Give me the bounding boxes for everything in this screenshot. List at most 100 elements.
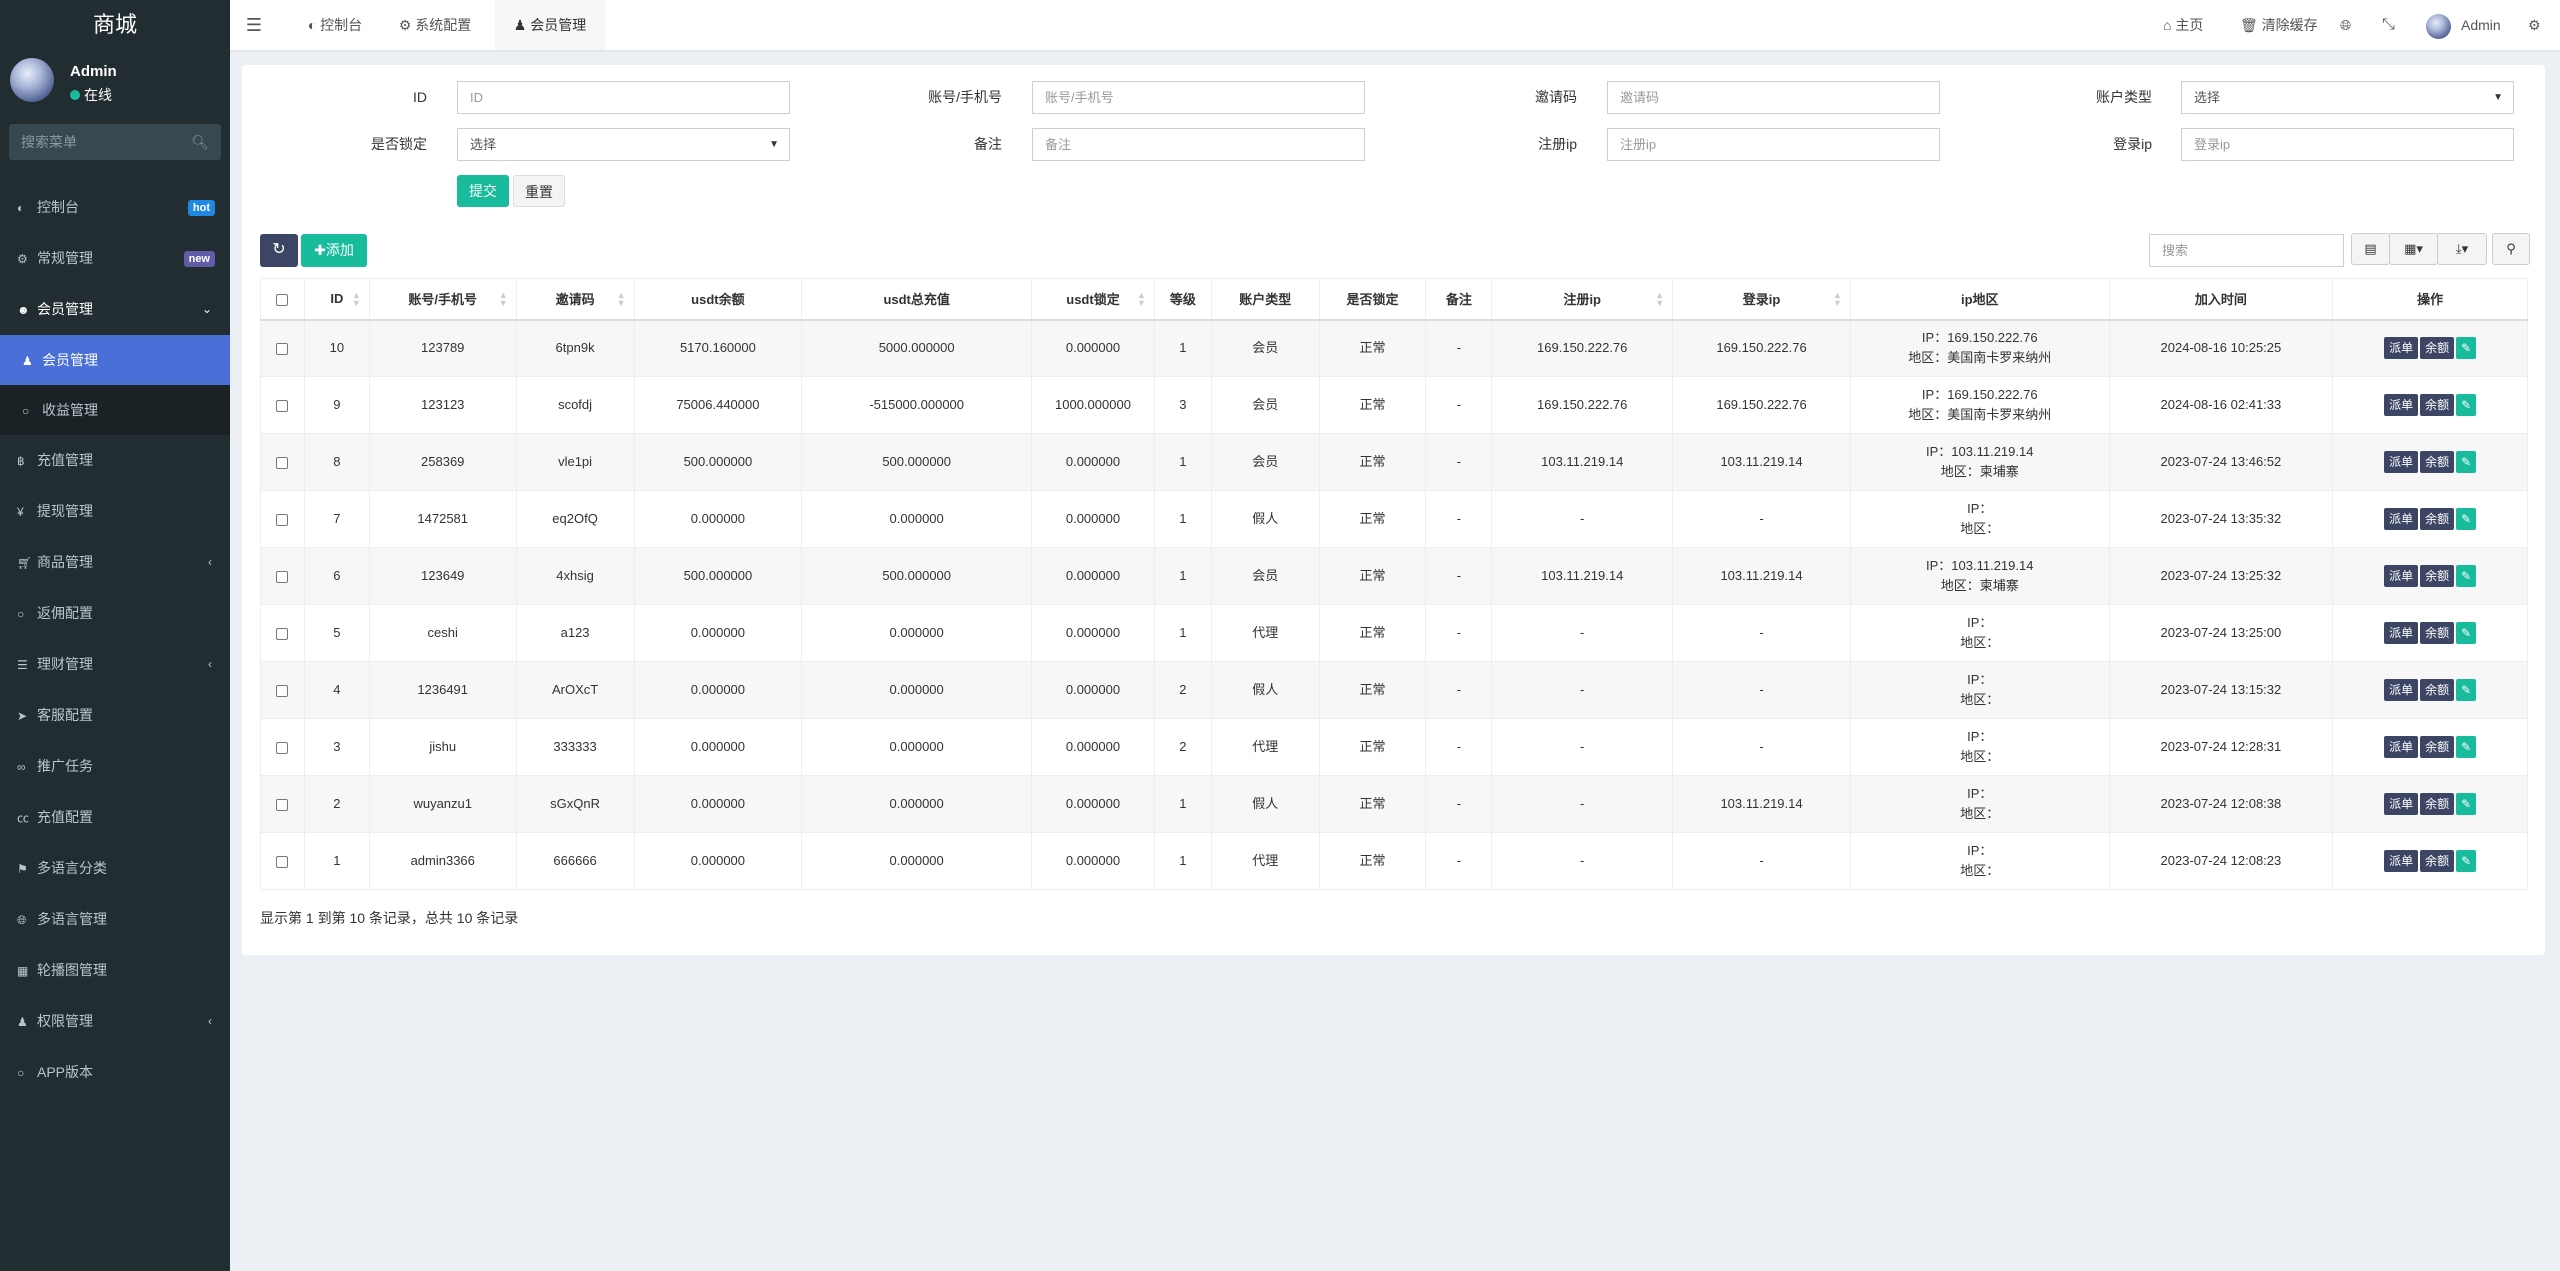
sidebar-item-7[interactable]: ☰ 理财管理 ‹ [0, 639, 230, 690]
sidebar-item-0[interactable]: ◐ 控制台 hot [0, 182, 230, 233]
sidebar-item-6[interactable]: ○ 返佣配置 [0, 588, 230, 639]
language-icon[interactable]: 🌐︎ [2340, 17, 2352, 33]
fullscreen-icon[interactable]: ⤡ [2382, 16, 2395, 33]
sidebar-item-9[interactable]: ∞ 推广任务 [0, 741, 230, 792]
row-checkbox[interactable] [260, 832, 305, 890]
sort-icon[interactable]: ▲ ▼ [1655, 290, 1665, 308]
home-link[interactable]: ⌂ 主页 [2163, 17, 2204, 33]
row-checkbox[interactable] [260, 319, 305, 377]
export-button[interactable]: ⤓▾ [2437, 233, 2487, 265]
row-checkbox[interactable] [260, 547, 305, 605]
row-checkbox[interactable] [260, 490, 305, 548]
balance-button[interactable]: 余额 [2420, 508, 2455, 530]
row-checkbox[interactable] [260, 775, 305, 833]
toggle-view-button[interactable]: ▤ [2351, 233, 2390, 265]
filter-login-ip-input[interactable]: 登录ip [2181, 128, 2514, 161]
filter-invite-input[interactable]: 邀请码 [1607, 81, 1940, 114]
tab-dashboard[interactable]: ◐ 控制台 [307, 17, 363, 33]
sidebar-item-8[interactable]: ➤ 客服配置 [0, 690, 230, 741]
row-checkbox[interactable] [260, 718, 305, 776]
reset-button[interactable]: 重置 [513, 175, 565, 207]
settings-icon[interactable]: ⚙ [2528, 17, 2541, 33]
row-checkbox[interactable] [260, 661, 305, 719]
edit-button[interactable]: ✎ [2456, 622, 2477, 644]
column-header[interactable]: 账号/手机号 ▲ ▼ [368, 278, 517, 321]
filter-account-input[interactable]: 账号/手机号 [1032, 81, 1365, 114]
sort-icon[interactable]: ▲ ▼ [1137, 290, 1146, 308]
filter-id-input[interactable]: ID [457, 81, 790, 114]
balance-button[interactable]: 余额 [2420, 850, 2455, 872]
balance-button[interactable]: 余额 [2420, 565, 2455, 587]
logo[interactable]: 商城 [92, 12, 137, 37]
sidebar-subitem-1[interactable]: ○ 收益管理 [0, 385, 230, 435]
edit-button[interactable]: ✎ [2456, 850, 2477, 872]
column-header[interactable]: 登录ip ▲ ▼ [1672, 278, 1851, 321]
sidebar-item-5[interactable]: 🛒︎ 商品管理 ‹ [0, 537, 230, 588]
column-header[interactable]: ID ▲ ▼ [303, 278, 370, 321]
row-checkbox[interactable] [260, 604, 305, 662]
filter-type-select[interactable]: 选择 ▼ [2181, 81, 2514, 114]
edit-button[interactable]: ✎ [2456, 736, 2477, 758]
sort-icon[interactable]: ▲ ▼ [616, 290, 626, 308]
filter-remark-input[interactable]: 备注 [1032, 128, 1365, 161]
sidebar-item-1[interactable]: ⚙ 常规管理 new [0, 233, 230, 284]
edit-button[interactable]: ✎ [2456, 679, 2477, 701]
dispatch-button[interactable]: 派单 [2384, 793, 2419, 815]
sidebar-subitem-0[interactable]: ♟ 会员管理 [0, 335, 230, 385]
dispatch-button[interactable]: 派单 [2384, 394, 2419, 416]
sidebar-item-2[interactable]: ☻ 会员管理 ⌄ [0, 284, 230, 335]
sidebar-item-12[interactable]: 🌐︎ 多语言管理 [0, 894, 230, 945]
select-all-checkbox[interactable] [260, 278, 305, 321]
sidebar-item-13[interactable]: ▦ 轮播图管理 [0, 945, 230, 996]
sidebar-item-15[interactable]: ○ APP版本 [0, 1047, 230, 1098]
search-icon[interactable]: 🔍︎ [191, 134, 209, 150]
columns-button[interactable]: ▦▾ [2389, 233, 2438, 265]
sort-icon[interactable]: ▲ ▼ [351, 290, 361, 308]
edit-button[interactable]: ✎ [2456, 565, 2477, 587]
sort-icon[interactable]: ▲ ▼ [1833, 290, 1842, 308]
dispatch-button[interactable]: 派单 [2384, 565, 2419, 587]
edit-button[interactable]: ✎ [2456, 394, 2477, 416]
submit-button[interactable]: 提交 [457, 175, 509, 207]
table-search-input[interactable]: 搜索 [2149, 234, 2344, 267]
balance-button[interactable]: 余额 [2420, 394, 2455, 416]
advanced-search-button[interactable]: ⚲ [2492, 233, 2530, 265]
tab-member-management[interactable]: ♟ 会员管理 [495, 0, 605, 50]
dispatch-button[interactable]: 派单 [2384, 850, 2419, 872]
sidebar-item-4[interactable]: ¥ 提现管理 [0, 486, 230, 537]
balance-button[interactable]: 余额 [2420, 793, 2455, 815]
edit-button[interactable]: ✎ [2456, 508, 2477, 530]
balance-button[interactable]: 余额 [2420, 679, 2455, 701]
sidebar-item-14[interactable]: ♟ 权限管理 ‹ [0, 996, 230, 1047]
balance-button[interactable]: 余额 [2420, 337, 2455, 360]
dispatch-button[interactable]: 派单 [2384, 622, 2419, 644]
add-button[interactable]: ✚添加 [301, 234, 367, 267]
dispatch-button[interactable]: 派单 [2384, 451, 2419, 473]
edit-button[interactable]: ✎ [2456, 337, 2477, 360]
balance-button[interactable]: 余额 [2420, 451, 2455, 473]
dispatch-button[interactable]: 派单 [2384, 508, 2419, 530]
column-header[interactable]: 注册ip ▲ ▼ [1491, 278, 1674, 321]
sidebar-item-3[interactable]: ฿充值管理 [0, 435, 230, 486]
clear-cache-button[interactable]: 🗑︎ 清除缓存 [2240, 17, 2318, 33]
refresh-button[interactable]: ↻ [260, 234, 298, 267]
user-menu[interactable]: Admin [2426, 0, 2501, 50]
column-header[interactable]: 邀请码 ▲ ▼ [515, 278, 635, 321]
row-checkbox[interactable] [260, 376, 305, 434]
balance-button[interactable]: 余额 [2420, 736, 2455, 758]
row-checkbox[interactable] [260, 433, 305, 491]
menu-search-input[interactable]: 搜索菜单 🔍︎ [9, 124, 221, 160]
edit-button[interactable]: ✎ [2456, 793, 2477, 815]
menu-toggle-icon[interactable]: ☰ [245, 15, 263, 35]
dispatch-button[interactable]: 派单 [2384, 337, 2419, 360]
filter-locked-select[interactable]: 选择 ▼ [457, 128, 790, 161]
column-header[interactable]: usdt锁定 ▲ ▼ [1031, 278, 1155, 321]
edit-button[interactable]: ✎ [2456, 451, 2477, 473]
sidebar-item-11[interactable]: ⚑ 多语言分类 [0, 843, 230, 894]
dispatch-button[interactable]: 派单 [2384, 679, 2419, 701]
balance-button[interactable]: 余额 [2420, 622, 2455, 644]
sort-icon[interactable]: ▲ ▼ [498, 290, 508, 308]
tab-system-config[interactable]: ⚙ 系统配置 [398, 17, 472, 33]
dispatch-button[interactable]: 派单 [2384, 736, 2419, 758]
